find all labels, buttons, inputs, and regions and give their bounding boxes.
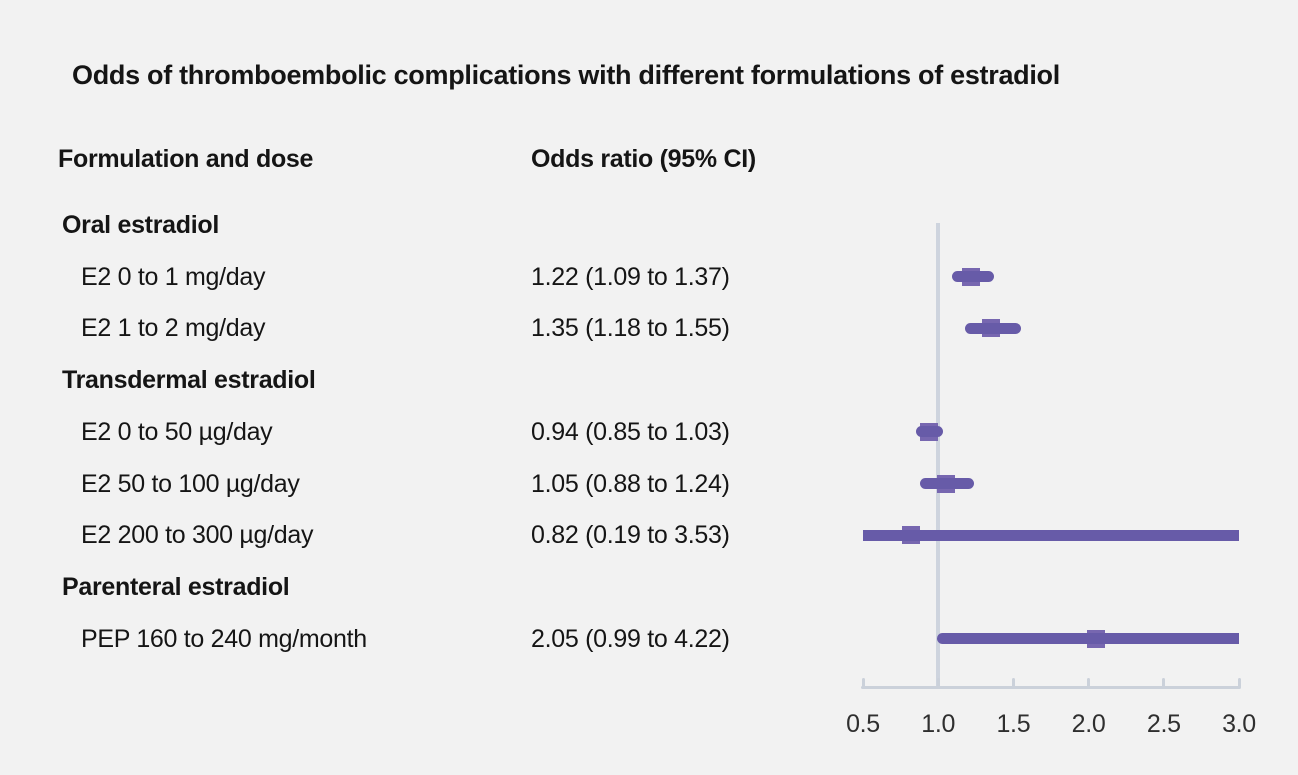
row-label: PEP 160 to 240 mg/month [81, 624, 367, 653]
column-header-odds-ratio: Odds ratio (95% CI) [531, 145, 756, 173]
x-axis-tick-label: 1.0 [921, 710, 956, 738]
x-axis-tick [1087, 678, 1091, 688]
row-label-section: Oral estradiol [62, 211, 219, 239]
x-axis-tick-label: 0.5 [846, 710, 880, 738]
column-header-formulation: Formulation and dose [58, 145, 314, 173]
x-axis-tick [861, 678, 865, 688]
x-axis-tick [1237, 678, 1241, 688]
x-axis-tick [1162, 678, 1166, 688]
row-label: E2 1 to 2 mg/day [81, 314, 266, 343]
row-label: E2 50 to 100 µg/day [81, 469, 300, 498]
row-value: 1.35 (1.18 to 1.55) [531, 314, 730, 343]
x-axis-tick-label: 2.0 [1071, 710, 1106, 738]
ci-line [920, 478, 975, 489]
row-value: 1.22 (1.09 to 1.37) [531, 262, 730, 291]
ci-line [965, 322, 1021, 334]
x-axis-tick-label: 2.5 [1146, 710, 1181, 738]
row-value: 1.05 (0.88 to 1.24) [531, 469, 730, 498]
x-axis-tick-label: 1.5 [996, 710, 1031, 738]
x-axis-tick [936, 678, 940, 688]
row-label-section: Transdermal estradiol [62, 366, 316, 395]
row-label-section: Parenteral estradiol [62, 572, 290, 601]
reference-line [936, 223, 941, 689]
chart-title: Odds of thromboembolic complications wit… [72, 60, 1060, 90]
row-label: E2 0 to 50 µg/day [81, 417, 273, 446]
row-label: E2 0 to 1 mg/day [81, 262, 266, 291]
ci-line [951, 271, 994, 283]
x-axis-tick [1011, 678, 1015, 688]
row-value: 2.05 (0.99 to 4.22) [531, 624, 730, 653]
row-value: 0.94 (0.85 to 1.03) [531, 417, 730, 446]
ci-line [863, 529, 1239, 541]
row-label: E2 200 to 300 µg/day [81, 521, 314, 550]
ci-line [936, 633, 1239, 645]
ci-line [915, 426, 943, 438]
x-axis-line [861, 686, 1241, 689]
row-value: 0.82 (0.19 to 3.53) [531, 521, 730, 550]
x-axis-tick-label: 3.0 [1222, 710, 1256, 738]
